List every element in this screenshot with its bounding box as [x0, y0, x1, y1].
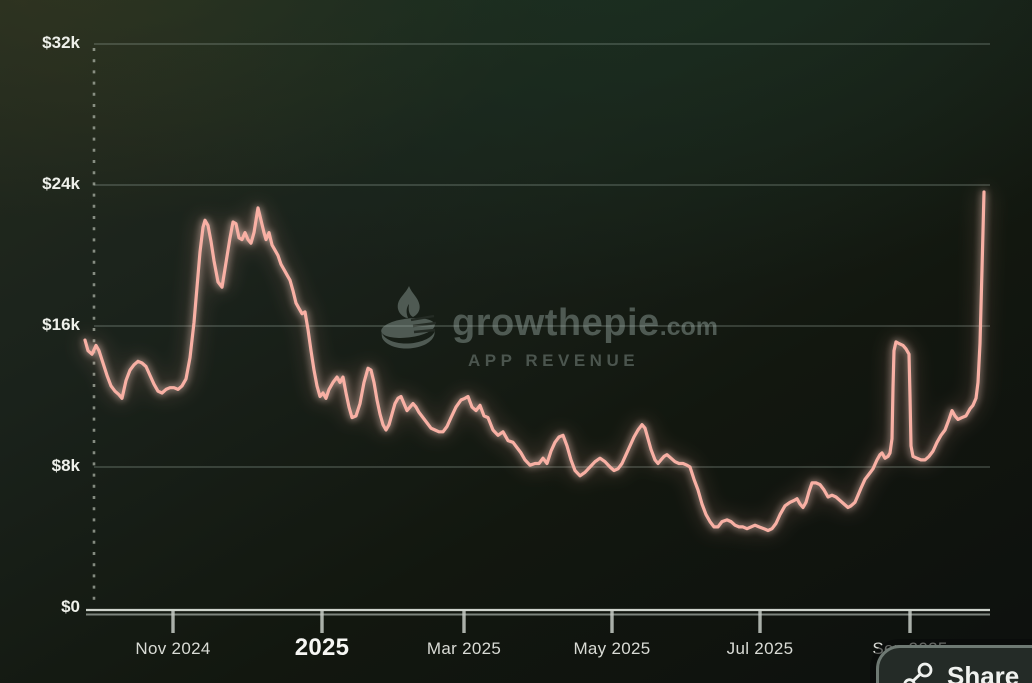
growthepie-logo-icon: [381, 286, 437, 349]
y-axis-label: $0: [61, 597, 80, 616]
y-axis-label: $32k: [42, 33, 80, 52]
share-button[interactable]: Share: [876, 645, 1032, 683]
y-axis-label: $8k: [51, 456, 80, 475]
watermark: growthepie .com APP REVENUE: [378, 286, 718, 371]
x-axis-label: Jul 2025: [726, 639, 794, 658]
revenue-line: [83, 190, 986, 533]
x-axis-label: Mar 2025: [426, 639, 502, 658]
share-button-label: Share: [947, 661, 1020, 683]
y-axis-label: $24k: [42, 174, 80, 193]
x-axis-label: 2025: [294, 634, 350, 661]
y-axis-label: $16k: [42, 315, 80, 334]
x-axis-label: Nov 2024: [135, 639, 211, 658]
x-axis-label: May 2025: [573, 639, 651, 658]
share-icon: [903, 662, 933, 683]
watermark-tld-text: .com: [659, 313, 719, 341]
watermark-subtitle: APP REVENUE: [468, 351, 640, 370]
watermark-brand-text: growthepie: [452, 302, 660, 344]
watermark-brand: growthepie .com: [452, 304, 718, 342]
